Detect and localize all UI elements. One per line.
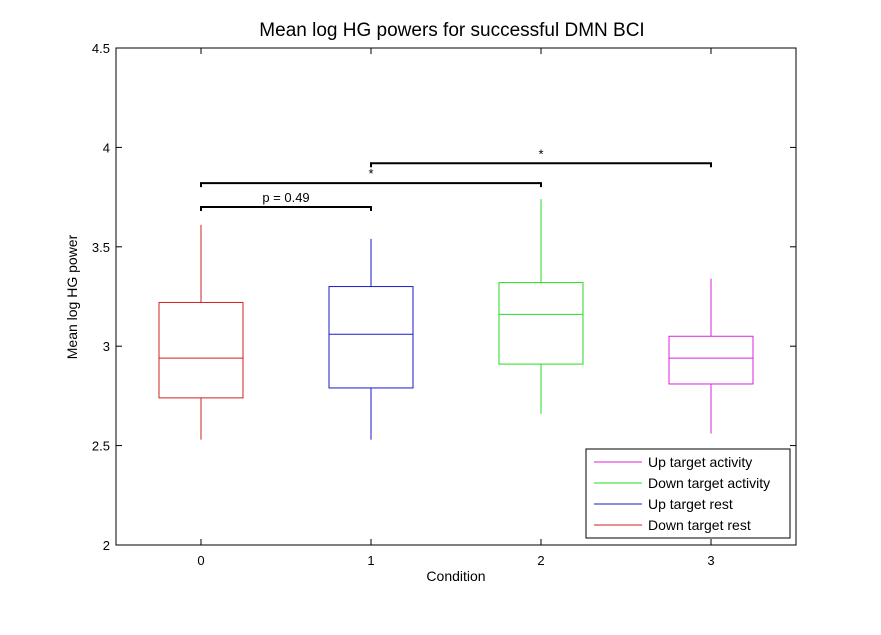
interquartile-box — [158, 301, 244, 399]
bracket-label: * — [368, 166, 373, 181]
legend-label: Up target rest — [648, 496, 733, 512]
interquartile-box — [668, 335, 754, 385]
legend-label: Up target activity — [648, 454, 752, 470]
x-tick-label: 2 — [537, 553, 544, 568]
bracket-line — [200, 182, 542, 188]
chart-title: Mean log HG powers for successful DMN BC… — [259, 20, 644, 41]
interquartile-box — [328, 286, 414, 389]
interquartile-box — [498, 282, 584, 365]
bracket-label: p = 0.49 — [262, 190, 309, 205]
y-tick-label: 4 — [103, 140, 110, 155]
y-axis-label: Mean log HG power — [64, 234, 80, 359]
legend-label: Down target activity — [648, 475, 770, 491]
y-tick-label: 2.5 — [92, 439, 110, 454]
y-tick-label: 3 — [103, 339, 110, 354]
axis-ticks: 2 2.5 3 3.5 4 4.5 0 1 2 3 — [92, 41, 796, 568]
y-tick-label: 4.5 — [92, 41, 110, 56]
y-tick-label: 3.5 — [92, 240, 110, 255]
legend-frame — [585, 448, 791, 539]
significance-bracket: * — [200, 166, 542, 188]
plot-area-frame — [115, 47, 797, 546]
bracket-label: * — [538, 146, 543, 161]
legend: Up target activity Down target activity Up… — [585, 448, 791, 539]
box-1 — [328, 238, 414, 440]
box-2 — [498, 199, 584, 414]
y-tick-label: 2 — [103, 538, 110, 553]
x-axis-label: Condition — [426, 568, 485, 584]
legend-label: Down target rest — [648, 517, 751, 533]
box-series — [158, 199, 754, 440]
significance-bracket: p = 0.49 — [200, 190, 372, 212]
significance-brackets: p = 0.49 * * — [200, 146, 712, 212]
bracket-line — [200, 206, 372, 212]
significance-bracket: * — [370, 146, 712, 168]
box-3 — [668, 278, 754, 434]
bracket-line — [370, 162, 712, 168]
x-tick-label: 1 — [367, 553, 374, 568]
legend-items: Up target activity Down target activity Up… — [594, 454, 770, 533]
x-tick-label: 3 — [707, 553, 714, 568]
x-tick-label: 0 — [197, 553, 204, 568]
box-0 — [158, 224, 244, 440]
